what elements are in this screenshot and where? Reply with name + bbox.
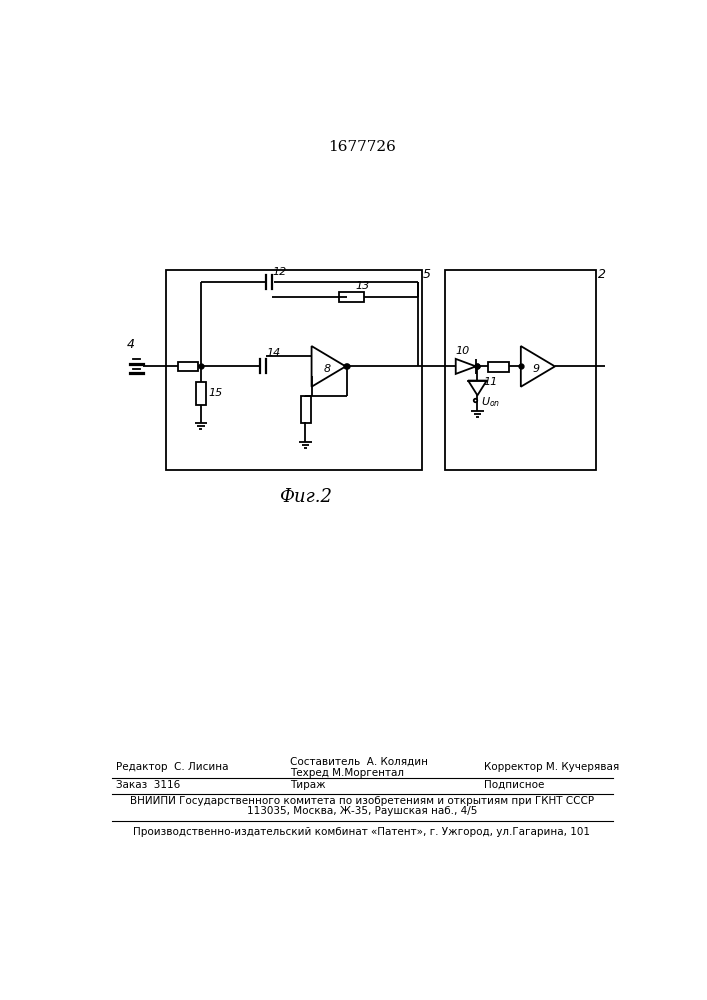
Text: 10: 10	[455, 346, 470, 356]
Text: Фиг.2: Фиг.2	[279, 488, 332, 506]
Text: 1677726: 1677726	[328, 140, 396, 154]
Text: Подписное: Подписное	[484, 780, 544, 790]
Bar	[300, 396, 311, 423]
Polygon shape	[312, 346, 346, 387]
Bar	[445, 270, 596, 470]
Text: 8: 8	[324, 364, 331, 374]
Bar	[196, 382, 206, 405]
Text: 113035, Москва, Ж-35, Раушская наб., 4/5: 113035, Москва, Ж-35, Раушская наб., 4/5	[247, 806, 477, 816]
Text: 9: 9	[533, 364, 540, 374]
Polygon shape	[456, 359, 476, 374]
Text: 11: 11	[484, 377, 498, 387]
Bar	[488, 362, 509, 372]
Text: Редактор  С. Лисина: Редактор С. Лисина	[115, 762, 228, 772]
Text: Заказ  3116: Заказ 3116	[115, 780, 180, 790]
Text: 12: 12	[273, 267, 287, 277]
Bar	[339, 292, 364, 302]
Text: $U_{on}$: $U_{on}$	[481, 395, 501, 409]
Text: Производственно-издательский комбинат «Патент», г. Ужгород, ул.Гагарина, 101: Производственно-издательский комбинат «П…	[134, 827, 590, 837]
Text: 13: 13	[356, 281, 370, 291]
Polygon shape	[468, 381, 486, 395]
Text: Техред М.Моргентал: Техред М.Моргентал	[290, 768, 404, 778]
Bar	[166, 270, 421, 470]
Text: Тираж: Тираж	[290, 780, 325, 790]
Polygon shape	[521, 346, 555, 387]
Text: 5: 5	[423, 267, 431, 280]
Bar	[177, 362, 198, 371]
Text: 14: 14	[267, 348, 281, 358]
Text: 15: 15	[209, 388, 223, 398]
Text: Корректор М. Кучерявая: Корректор М. Кучерявая	[484, 762, 619, 772]
Text: ВНИИПИ Государственного комитета по изобретениям и открытиям при ГКНТ СССР: ВНИИПИ Государственного комитета по изоб…	[130, 796, 594, 806]
Text: 2: 2	[598, 267, 607, 280]
Text: Составитель  А. Колядин: Составитель А. Колядин	[290, 756, 428, 766]
Text: 4: 4	[127, 338, 135, 351]
